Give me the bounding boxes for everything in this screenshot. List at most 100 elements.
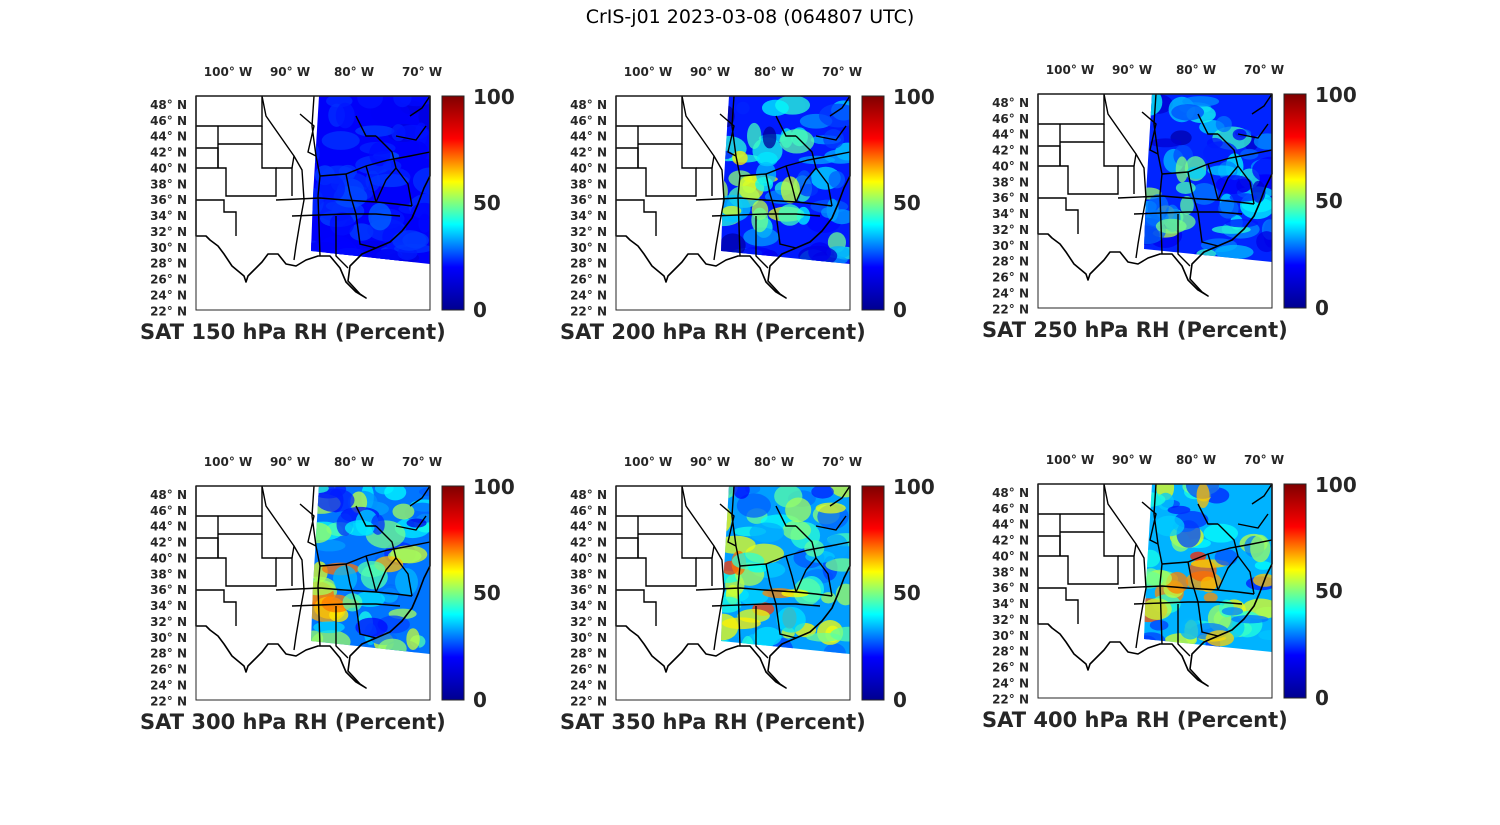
lon-tick-label: 80° W	[334, 65, 374, 79]
rh-cell	[1203, 592, 1218, 603]
lon-tick-label: 90° W	[1112, 63, 1152, 77]
lon-tick-label: 100° W	[204, 65, 252, 79]
state-border	[299, 503, 317, 547]
state-border	[829, 95, 851, 117]
lon-tick-label: 80° W	[1176, 63, 1216, 77]
map-frame	[615, 485, 851, 701]
lat-tick-label: 34° N	[150, 599, 187, 613]
lat-tick-label: 40° N	[570, 161, 607, 175]
lat-tick-label: 40° N	[570, 551, 607, 565]
state-border	[409, 485, 431, 507]
rh-cell	[1149, 138, 1182, 148]
lat-tick-label: 36° N	[570, 583, 607, 597]
state-border	[293, 545, 305, 651]
state-border	[719, 503, 737, 547]
lat-tick-label: 26° N	[150, 273, 187, 287]
rh-cell	[407, 141, 428, 163]
lat-tick-label: 22° N	[570, 304, 607, 318]
rh-cell	[1215, 175, 1253, 195]
rh-cell	[1214, 244, 1254, 260]
lat-tick-label: 40° N	[992, 549, 1029, 563]
state-border	[196, 534, 277, 587]
state-border	[681, 95, 715, 169]
country-outline	[1037, 93, 1273, 297]
lat-tick-label: 34° N	[570, 599, 607, 613]
lat-tick-label: 30° N	[570, 241, 607, 255]
state-border	[1135, 543, 1147, 649]
rh-cell	[722, 205, 742, 216]
state-border	[1197, 601, 1219, 637]
lat-tick-label: 42° N	[570, 146, 607, 160]
rh-cell	[1179, 617, 1202, 640]
state-border	[765, 563, 777, 605]
map-area	[615, 485, 851, 701]
rh-cell	[815, 502, 846, 514]
state-border	[815, 125, 847, 141]
country-outline	[1037, 483, 1273, 687]
rh-cell	[733, 486, 750, 499]
lat-tick-label: 22° N	[150, 304, 187, 318]
lat-tick-label: 34° N	[992, 597, 1029, 611]
rh-cell	[1207, 165, 1237, 176]
lat-tick-label: 30° N	[150, 631, 187, 645]
state-border	[695, 197, 833, 207]
panel-title: SAT 400 hPa RH (Percent)	[982, 708, 1288, 732]
rh-cell	[749, 522, 785, 543]
lon-tick-label: 70° W	[402, 65, 442, 79]
colorbar-tick-label: 100	[1315, 83, 1357, 107]
state-border	[1197, 211, 1219, 247]
state-border	[638, 516, 683, 535]
map-panel-150: 100° W 90° W 80° W 70° W 48° N 46° N 44° N 42° …	[140, 60, 515, 360]
state-border	[395, 515, 427, 531]
lon-tick-label: 70° W	[402, 455, 442, 469]
map-panel-200: 100° W 90° W 80° W 70° W 48° N 46° N 44° N 42° …	[560, 60, 935, 360]
rh-cell	[357, 561, 386, 578]
lat-tick-label: 32° N	[992, 223, 1029, 237]
lat-tick-label: 28° N	[992, 255, 1029, 269]
panel-title: SAT 250 hPa RH (Percent)	[982, 318, 1288, 342]
rh-cell	[1214, 548, 1238, 566]
map-frame	[1037, 93, 1273, 309]
state-border	[739, 541, 851, 567]
rh-cell	[823, 643, 846, 654]
state-border	[196, 96, 263, 127]
state-border	[345, 173, 357, 215]
state-border	[737, 585, 741, 647]
rh-cell	[382, 160, 402, 171]
colorbar-tick-label: 50	[893, 581, 921, 605]
state-border	[276, 557, 293, 586]
colorbar	[441, 485, 465, 701]
panel-title: SAT 300 hPa RH (Percent)	[140, 710, 446, 734]
state-border	[737, 195, 741, 257]
rh-cell	[736, 493, 771, 518]
state-border	[755, 606, 769, 659]
rh-cell	[1155, 218, 1187, 234]
lat-tick-label: 36° N	[992, 581, 1029, 595]
state-border	[815, 557, 833, 597]
rh-cell	[755, 176, 774, 192]
state-border	[196, 589, 237, 626]
lat-tick-label: 40° N	[150, 551, 187, 565]
map-frame	[195, 95, 431, 311]
lon-tick-label: 70° W	[822, 455, 862, 469]
lat-tick-label: 48° N	[570, 98, 607, 112]
rh-cell	[357, 96, 383, 109]
state-border	[1187, 171, 1199, 213]
lat-tick-label: 42° N	[150, 536, 187, 550]
rh-cell	[392, 503, 415, 520]
state-border	[616, 199, 657, 236]
rh-cell	[762, 126, 777, 149]
rh-cell	[1175, 156, 1189, 183]
rh-swath	[1144, 94, 1272, 262]
lat-tick-label: 28° N	[570, 647, 607, 661]
lat-tick-label: 26° N	[570, 663, 607, 677]
rh-cell	[785, 497, 812, 523]
state-border	[355, 213, 377, 249]
lon-tick-label: 100° W	[1046, 63, 1094, 77]
state-border	[1038, 535, 1061, 556]
lon-tick-label: 100° W	[1046, 453, 1094, 467]
rh-cell	[384, 486, 407, 501]
state-border	[1251, 483, 1273, 505]
map-svg-400: 100° W 90° W 80° W 70° W 48° N 46° N 44° N 42° …	[992, 453, 1357, 710]
lon-tick-label: 80° W	[334, 455, 374, 469]
